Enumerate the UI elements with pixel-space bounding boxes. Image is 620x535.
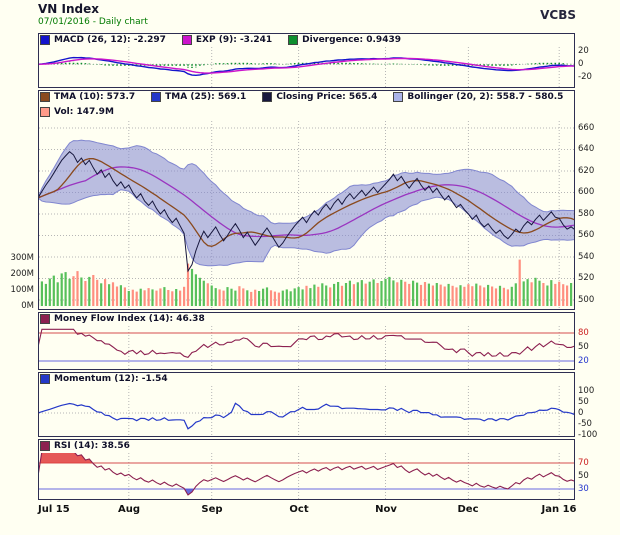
divergence-series-swatch (288, 35, 299, 45)
rsi-series-swatch (40, 441, 50, 451)
macd-axis-tick: -20 (578, 72, 592, 82)
momentum-axis-tick: -50 (578, 419, 592, 429)
price-legend-row1: TMA (10): 573.7 TMA (25): 569.1 Closing … (40, 92, 563, 102)
volume-axis-tick: 0M (21, 301, 34, 311)
volume-axis-tick: 300M (10, 253, 34, 263)
mfi-legend: Money Flow Index (14): 46.38 (40, 314, 205, 324)
price-axis-tick: 500 (578, 295, 595, 305)
tma25-legend-item: TMA (25): 569.1 (151, 92, 246, 102)
x-axis-label: Sep (201, 504, 223, 515)
momentum-axis-tick: 100 (578, 386, 595, 396)
tma10-legend-item: TMA (10): 573.7 (40, 92, 135, 102)
volume-series-label: Vol: 147.9M (54, 107, 114, 117)
price-axis-tick: 560 (578, 230, 595, 240)
volume-series-swatch (40, 107, 50, 117)
rsi-legend-item: RSI (14): 38.56 (40, 441, 130, 451)
x-axis-label: Jan 16 (541, 504, 577, 515)
chart-subtitle: 07/01/2016 - Daily chart (38, 17, 148, 27)
mfi-series-swatch (40, 314, 50, 324)
momentum-axis-tick: 50 (578, 397, 589, 407)
exp-series-label: EXP (9): -3.241 (195, 35, 273, 45)
exp-legend-item: EXP (9): -3.241 (181, 35, 273, 45)
rsi-axis-tick: 30 (578, 484, 589, 494)
momentum-legend: Momentum (12): -1.54 (40, 374, 168, 384)
x-axis-label: Jul 15 (38, 504, 70, 515)
x-axis-label: Nov (375, 504, 397, 515)
tma25-series-swatch (151, 92, 162, 102)
brand-logo: VCBS (540, 8, 576, 22)
x-axis-label: Dec (457, 504, 479, 515)
macd-axis-tick: 0 (578, 59, 584, 69)
momentum-series-label: Momentum (12): -1.54 (54, 374, 168, 384)
tma25-series-label: TMA (25): 569.1 (165, 92, 247, 102)
macd-legend: MACD (26, 12): -2.297 EXP (9): -3.241 Di… (40, 35, 401, 45)
price-legend-row2: Vol: 147.9M (40, 107, 114, 117)
mfi-axis-tick: 20 (578, 356, 589, 366)
momentum-series-swatch (40, 374, 50, 384)
closing-price-series-swatch (262, 92, 273, 102)
divergence-series-label: Divergence: 0.9439 (302, 35, 401, 45)
mfi-axis-tick: 50 (578, 342, 589, 352)
volume-legend-item: Vol: 147.9M (40, 107, 114, 117)
price-axis-tick: 660 (578, 123, 595, 133)
rsi-legend: RSI (14): 38.56 (40, 441, 130, 451)
divergence-legend-item: Divergence: 0.9439 (288, 35, 401, 45)
closing-price-series-label: Closing Price: 565.4 (276, 92, 378, 102)
rsi-axis-tick: 50 (578, 471, 589, 481)
x-axis-label: Oct (289, 504, 309, 515)
macd-series-label: MACD (26, 12): -2.297 (54, 35, 166, 45)
bollinger-series-label: Bollinger (20, 2): 558.7 - 580.5 (407, 92, 564, 102)
closing-price-legend-item: Closing Price: 565.4 (262, 92, 377, 102)
mfi-series-label: Money Flow Index (14): 46.38 (54, 314, 205, 324)
volume-axis-tick: 200M (10, 269, 34, 279)
momentum-axis-tick: 0 (578, 408, 584, 418)
price-axis-tick: 640 (578, 144, 595, 154)
mfi-axis-tick: 80 (578, 328, 589, 338)
bollinger-legend-item: Bollinger (20, 2): 558.7 - 580.5 (393, 92, 563, 102)
mfi-legend-item: Money Flow Index (14): 46.38 (40, 314, 205, 324)
x-axis-label: Aug (117, 504, 141, 515)
page-title: VN Index (38, 2, 99, 16)
price-axis-tick: 620 (578, 166, 595, 176)
price-axis-tick: 540 (578, 252, 595, 262)
volume-axis-tick: 100M (10, 285, 34, 295)
tma10-series-label: TMA (10): 573.7 (54, 92, 136, 102)
macd-legend-item: MACD (26, 12): -2.297 (40, 35, 166, 45)
exp-series-swatch (181, 35, 192, 45)
rsi-series-label: RSI (14): 38.56 (54, 441, 130, 451)
momentum-legend-item: Momentum (12): -1.54 (40, 374, 168, 384)
macd-axis-tick: 20 (578, 46, 589, 56)
tma10-series-swatch (40, 92, 50, 102)
momentum-axis-tick: -100 (578, 430, 598, 440)
price-axis-tick: 520 (578, 273, 595, 283)
price-axis-tick: 600 (578, 187, 595, 197)
bollinger-series-swatch (393, 92, 404, 102)
rsi-axis-tick: 70 (578, 458, 589, 468)
price-axis-tick: 580 (578, 209, 595, 219)
macd-series-swatch (40, 35, 50, 45)
